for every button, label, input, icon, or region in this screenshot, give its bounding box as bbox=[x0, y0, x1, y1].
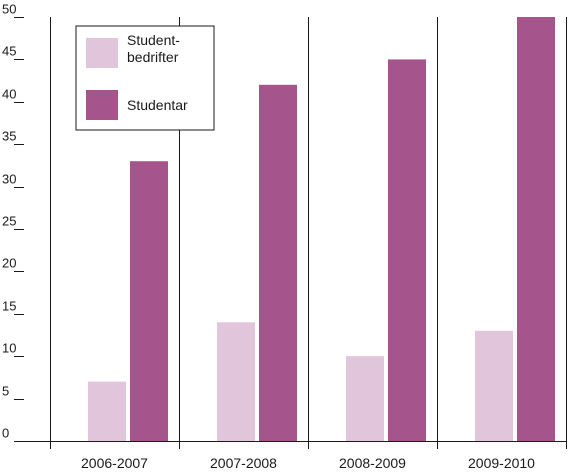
bar-studentar-2007-2008 bbox=[259, 84, 297, 442]
y-tick-label: 50 bbox=[2, 2, 16, 17]
bar-studentar-2009-2010 bbox=[517, 17, 555, 441]
y-tick-label: 15 bbox=[2, 299, 16, 314]
bar-studentbedrifter-2008-2009 bbox=[346, 356, 384, 441]
legend-swatch-studentar bbox=[86, 90, 118, 120]
y-tick-label: 0 bbox=[2, 426, 9, 441]
y-tick-label: 45 bbox=[2, 44, 16, 59]
x-tick-label: 2007-2008 bbox=[210, 455, 277, 471]
bar-studentar-2008-2009 bbox=[388, 59, 426, 442]
y-tick-label: 30 bbox=[2, 172, 16, 187]
y-tick-label: 35 bbox=[2, 129, 16, 144]
bar-studentbedrifter-2009-2010 bbox=[475, 330, 513, 441]
legend: Student- bedrifter Studentar bbox=[75, 25, 215, 131]
y-tick-label: 5 bbox=[2, 384, 9, 399]
x-tick-label: 2006-2007 bbox=[81, 455, 148, 471]
bar-studentar-2006-2007 bbox=[130, 161, 168, 441]
legend-swatch-studentbedrifter bbox=[86, 38, 118, 68]
x-axis-ticks: 2006-2007 2007-2008 2008-2009 2009-2010 bbox=[81, 455, 535, 471]
y-tick-label: 40 bbox=[2, 87, 16, 102]
y-axis-ticks: 0 5 10 15 20 25 30 35 40 45 50 bbox=[2, 2, 24, 442]
legend-label-studentar: Studentar bbox=[127, 97, 188, 113]
bars bbox=[88, 17, 555, 442]
y-tick-label: 20 bbox=[2, 256, 16, 271]
x-tick-label: 2009-2010 bbox=[468, 455, 535, 471]
y-tick-label: 10 bbox=[2, 341, 16, 356]
y-tick-label: 25 bbox=[2, 214, 16, 229]
x-tick-label: 2008-2009 bbox=[339, 455, 406, 471]
bar-studentbedrifter-2007-2008 bbox=[217, 322, 255, 441]
legend-label-studentbedrifter: Student- bedrifter bbox=[127, 32, 184, 65]
bar-studentbedrifter-2006-2007 bbox=[88, 381, 126, 441]
